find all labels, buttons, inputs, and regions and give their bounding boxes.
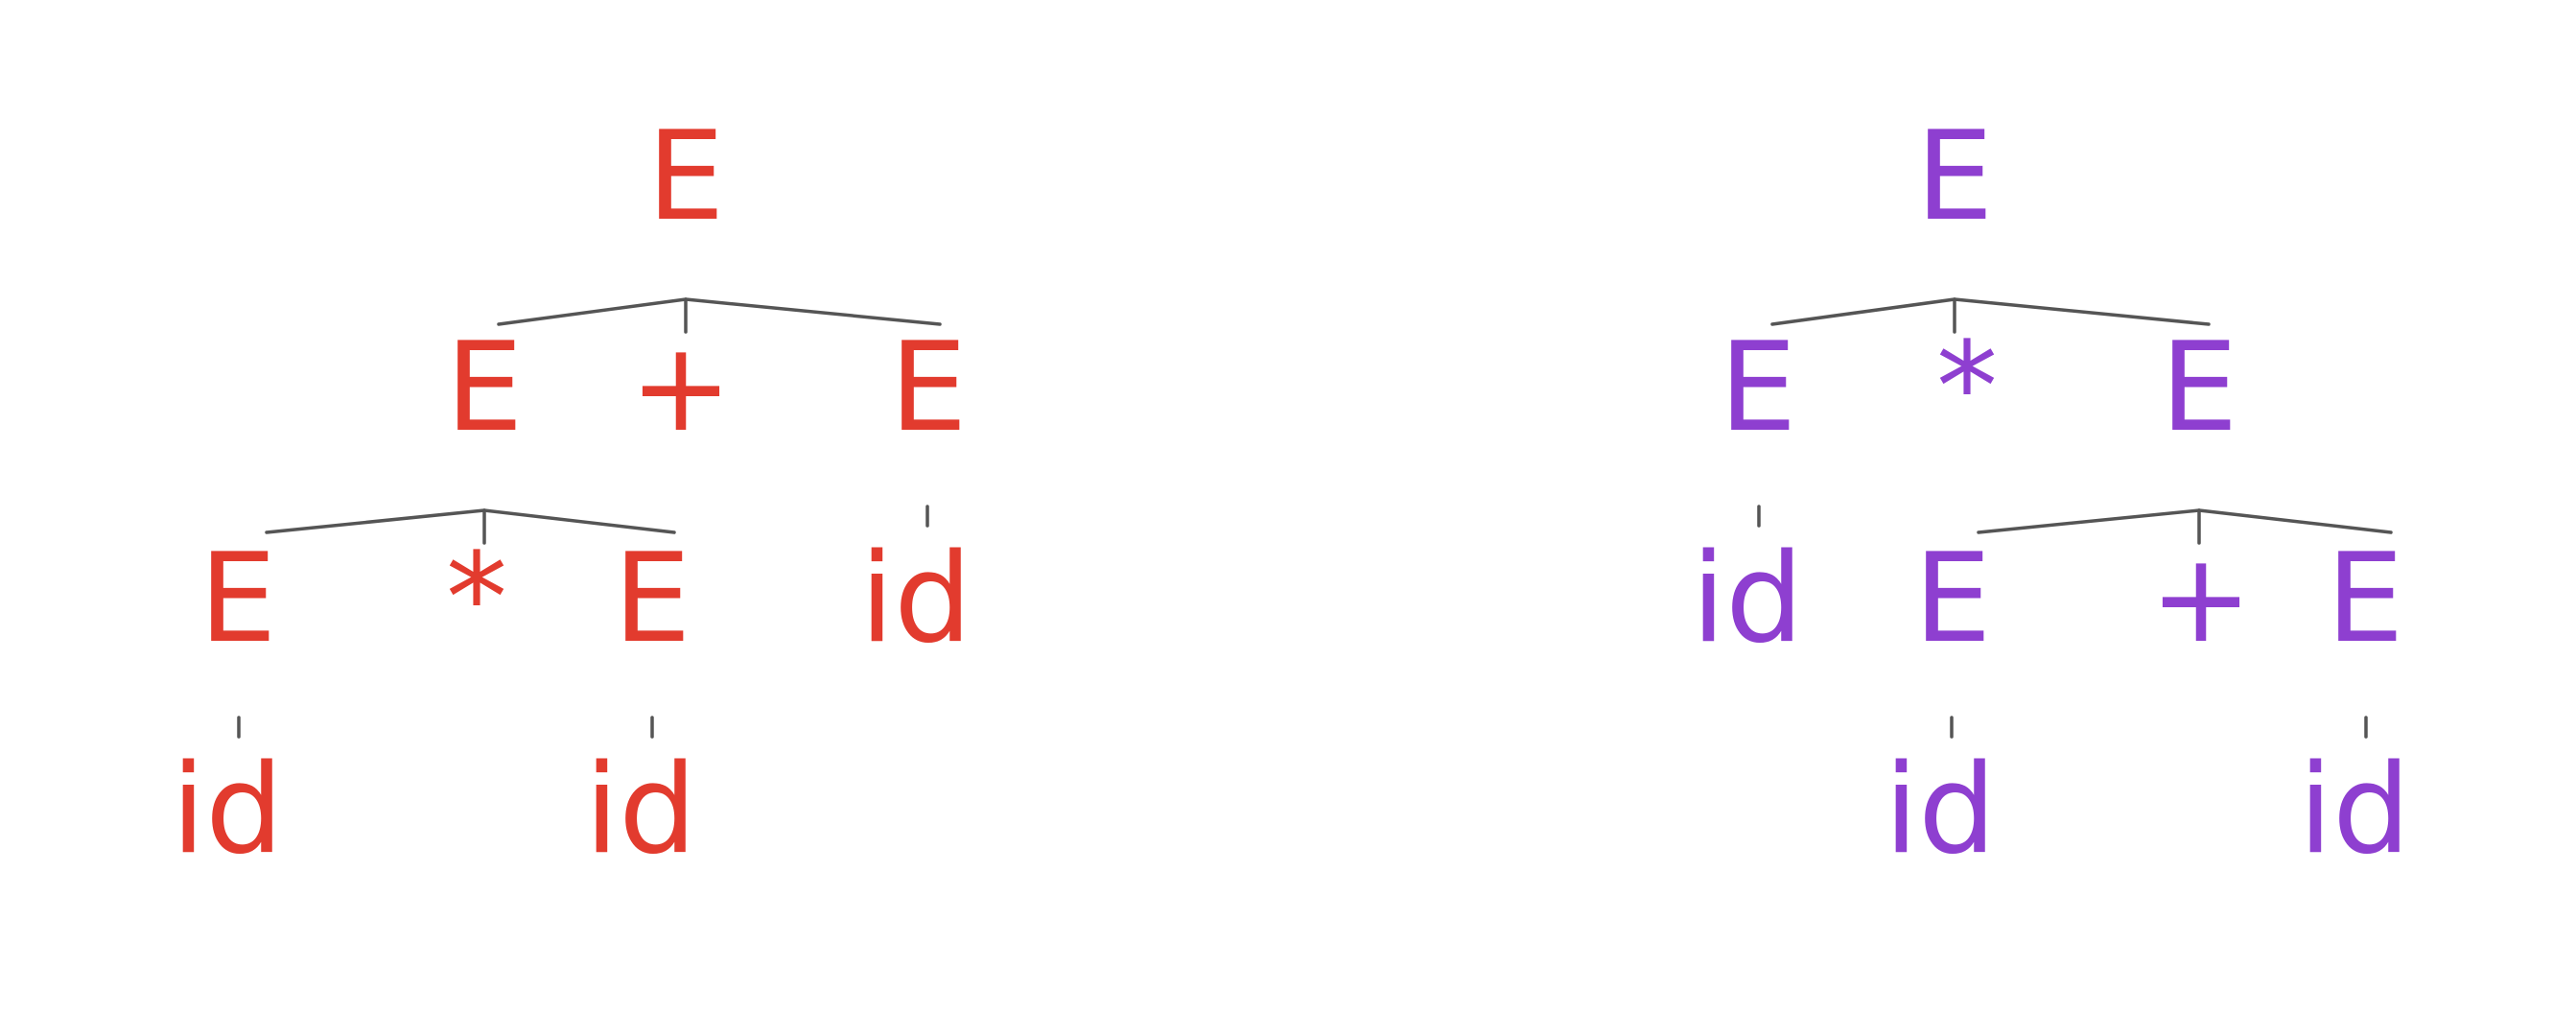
tree-edge <box>684 297 942 326</box>
tree-edge <box>265 508 486 534</box>
tree-edge <box>482 508 676 534</box>
tree-node-operator: + <box>629 317 732 459</box>
tree-node-terminal-id: id <box>1692 528 1804 671</box>
tree-node-terminal-id: id <box>172 739 284 882</box>
tree-node-nonterminal-e: E <box>2161 317 2238 459</box>
tree-node-operator: * <box>446 528 507 671</box>
tree-edge <box>497 297 688 326</box>
tree-edge <box>1977 508 2201 534</box>
tree-node-nonterminal-e: E <box>1914 528 1992 671</box>
tree-node-nonterminal-e: E <box>199 528 277 671</box>
tree-node-terminal-id: id <box>1885 739 1997 882</box>
tree-node-nonterminal-e: E <box>1916 106 1994 248</box>
tree-node-terminal-id: id <box>860 528 972 671</box>
tree-edge <box>1953 297 2211 326</box>
tree-node-terminal-id: id <box>585 739 697 882</box>
tree-node-nonterminal-e: E <box>647 106 725 248</box>
right-parse-tree: EE * Eid E + Eid id <box>1692 106 2411 882</box>
tree-edge <box>1770 297 1956 326</box>
tree-node-operator: * <box>1936 317 1998 459</box>
tree-node-terminal-id: id <box>2299 739 2411 882</box>
tree-node-operator: + <box>2149 528 2252 671</box>
tree-node-nonterminal-e: E <box>2327 528 2404 671</box>
tree-node-nonterminal-e: E <box>890 317 968 459</box>
tree-edge <box>2197 508 2393 534</box>
tree-node-nonterminal-e: E <box>614 528 691 671</box>
tree-node-nonterminal-e: E <box>446 317 524 459</box>
tree-node-nonterminal-e: E <box>1720 317 1797 459</box>
